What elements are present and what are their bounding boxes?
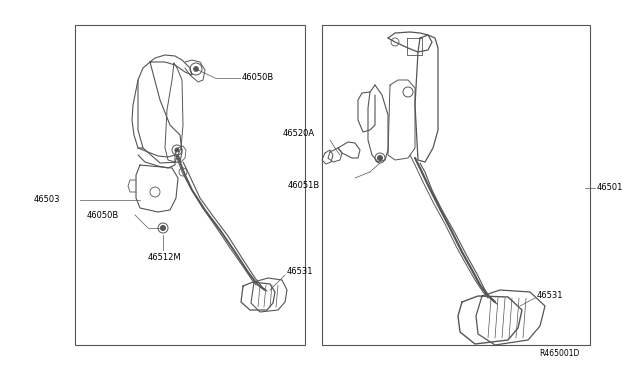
- Circle shape: [378, 155, 383, 160]
- Text: 46531: 46531: [537, 291, 563, 299]
- Bar: [75, 25, 305, 345]
- Text: 46050B: 46050B: [242, 74, 275, 83]
- Text: 46520A: 46520A: [283, 128, 315, 138]
- Circle shape: [161, 225, 166, 231]
- Text: 46051B: 46051B: [288, 180, 320, 189]
- Text: 46501: 46501: [597, 183, 623, 192]
- Text: 46503: 46503: [33, 196, 60, 205]
- Text: 46050B: 46050B: [87, 211, 119, 219]
- Circle shape: [193, 67, 198, 71]
- Bar: [322, 25, 590, 345]
- Text: 46531: 46531: [287, 267, 314, 276]
- Text: R465001D: R465001D: [540, 349, 580, 358]
- Text: 46512M: 46512M: [148, 253, 182, 263]
- Circle shape: [175, 148, 179, 152]
